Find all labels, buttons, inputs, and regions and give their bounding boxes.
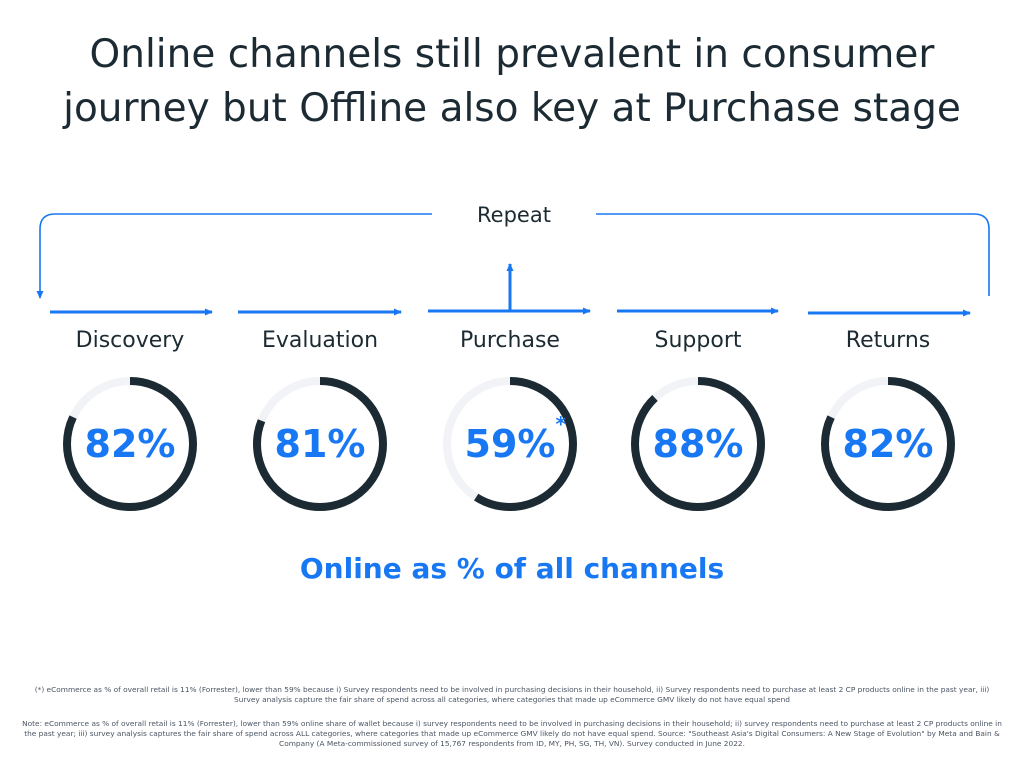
chart-caption: Online as % of all channels xyxy=(299,552,725,585)
donut-arc xyxy=(631,377,765,511)
footnote-note: Note: eCommerce as % of overall retail i… xyxy=(22,719,1002,748)
value-label: 82% xyxy=(84,422,176,466)
page-title: Online channels still prevalent in consu… xyxy=(0,28,1024,136)
stage-label: Support xyxy=(654,328,742,353)
stage-label: Returns xyxy=(845,328,931,353)
title-line-2: journey but Offline also key at Purchase… xyxy=(63,86,961,131)
journey-flow-diagram xyxy=(36,213,990,317)
donut-arc xyxy=(443,377,577,511)
stage-label: Discovery xyxy=(75,328,185,353)
stage-label: Purchase xyxy=(460,328,560,353)
stage-purchase: Purchase 59% * xyxy=(410,326,610,514)
title-line-1: Online channels still prevalent in consu… xyxy=(89,32,935,77)
donut-support: 88% xyxy=(628,374,768,514)
donut-returns: 82% xyxy=(818,374,958,514)
repeat-loop-right xyxy=(596,213,990,296)
donut-arc xyxy=(821,377,955,511)
asterisk-marker: * xyxy=(555,412,566,436)
stage-evaluation: Evaluation 81% xyxy=(220,326,420,514)
footnote-asterisk: (*) eCommerce as % of overall retail is … xyxy=(34,685,990,704)
stage-discovery: Discovery 82% xyxy=(30,326,230,514)
value-label: 82% xyxy=(842,422,934,466)
donut-discovery: 82% xyxy=(60,374,200,514)
value-label: 88% xyxy=(652,422,744,466)
donut-arc xyxy=(253,377,387,511)
repeat-loop-left xyxy=(36,213,432,299)
stage-label: Evaluation xyxy=(261,328,379,353)
donut-arc xyxy=(63,377,197,511)
value-label: 81% xyxy=(274,422,366,466)
donut-evaluation: 81% xyxy=(250,374,390,514)
value-label: 59% xyxy=(464,422,556,466)
stage-returns: Returns 82% xyxy=(788,326,988,514)
repeat-label: Repeat xyxy=(477,203,551,227)
stage-support: Support 88% xyxy=(598,326,798,514)
donut-purchase: 59% * xyxy=(440,374,580,514)
